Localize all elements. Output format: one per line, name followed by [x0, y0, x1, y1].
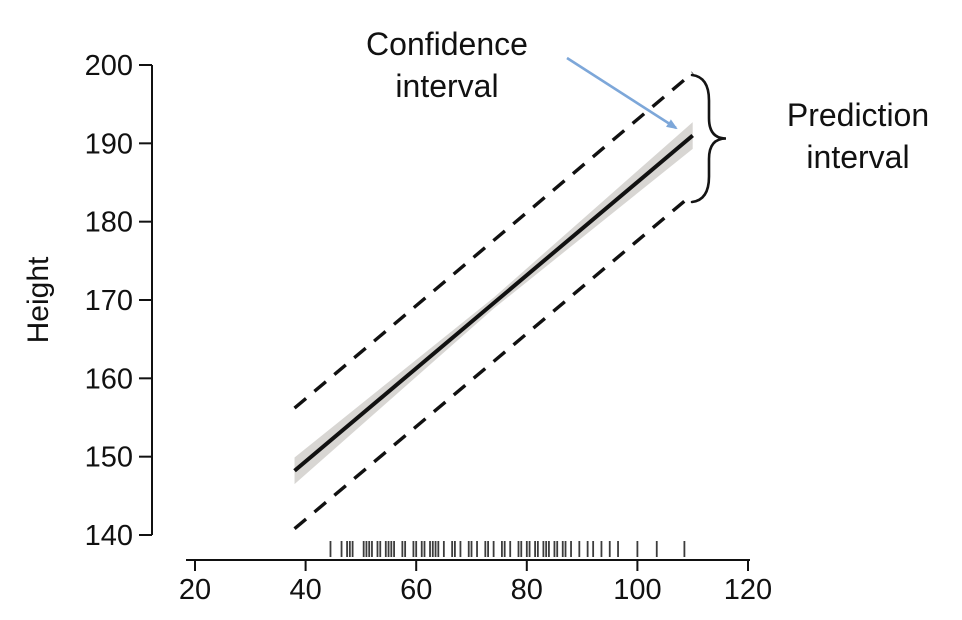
y-tick-label: 190 [85, 128, 133, 160]
x-tick-label: 20 [179, 574, 211, 606]
regression-fit-line [293, 133, 694, 473]
confidence-interval-label: Confidence interval [366, 26, 528, 104]
x-tick-label: 60 [400, 574, 432, 606]
x-tick-label: 100 [613, 574, 661, 606]
y-tick-label: 150 [85, 442, 133, 474]
y-tick-label: 200 [85, 50, 133, 82]
confidence-annotation-arrow-icon [566, 56, 678, 130]
y-tick-label: 180 [85, 207, 133, 239]
prediction-interval-label-line: interval [806, 139, 909, 175]
x-tick-label: 40 [289, 574, 321, 606]
prediction-interval-label-line: Prediction [787, 97, 929, 133]
prediction-upper-line [293, 71, 694, 410]
y-tick-label: 170 [85, 285, 133, 317]
y-axis-title: Height [22, 256, 55, 343]
y-tick-label: 160 [85, 363, 133, 395]
prediction-interval-brace-icon [690, 73, 727, 204]
y-axis-tick-labels: 140 150 160 170 180 190 200 [85, 50, 133, 552]
y-axis [139, 64, 153, 536]
prediction-lower-line [293, 192, 694, 531]
prediction-interval-label: Prediction interval [787, 97, 929, 175]
x-tick-label: 120 [724, 574, 772, 606]
x-axis-tick-labels: 20 40 60 80 100 120 [179, 574, 772, 606]
x-tick-label: 80 [511, 574, 543, 606]
x-axis [186, 559, 750, 571]
confidence-interval-label-line: interval [395, 68, 498, 104]
y-tick-label: 140 [85, 520, 133, 552]
confidence-interval-label-line: Confidence [366, 26, 528, 62]
rug-plot [329, 541, 686, 557]
